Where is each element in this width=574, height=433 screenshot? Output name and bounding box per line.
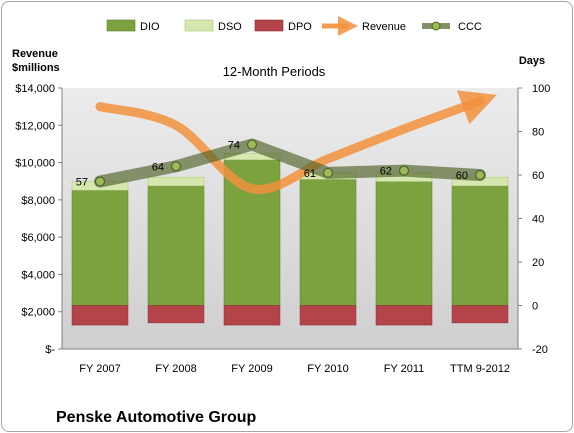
legend-ccc-marker	[431, 21, 441, 31]
right-tick-label: 100	[532, 83, 550, 95]
ccc-line	[94, 138, 486, 188]
left-tick-label: $10,000	[15, 158, 55, 170]
left-tick-label: $14,000	[15, 83, 55, 95]
legend-label-revenue: Revenue	[362, 21, 406, 33]
ccc-data-label: 62	[380, 166, 392, 178]
right-tick-label: 0	[532, 301, 538, 313]
ccc-point	[398, 165, 410, 176]
dio-bar	[71, 189, 129, 306]
company-name: Penske Automotive Group	[56, 409, 257, 426]
x-tick-label: FY 2011	[384, 363, 425, 375]
left-tick-label: $2,000	[21, 307, 55, 319]
dso-bar	[147, 176, 205, 187]
dio-bar	[375, 181, 433, 306]
ccc-point	[170, 161, 182, 172]
right-tick-label: 40	[532, 214, 544, 226]
chart-subtitle: 12-Month Periods	[223, 64, 326, 79]
left-tick-label: $6,000	[21, 232, 55, 244]
x-tick-label: FY 2008	[155, 363, 196, 375]
ccc-point	[94, 176, 106, 187]
x-tick-label: FY 2009	[231, 363, 272, 375]
x-tick-label: FY 2010	[307, 363, 348, 375]
legend-label-dio: DIO	[140, 21, 160, 33]
axes: $- $2,000 $4,000 $6,000 $8,000 $10,000 $12,000…	[15, 83, 550, 375]
left-axis-title-line-2: $millions	[12, 62, 60, 74]
right-tick-label: 20	[532, 257, 544, 269]
ccc-data-label: 74	[228, 140, 240, 152]
legend: DIO DSO DPO Revenue CCC	[106, 16, 482, 36]
dpo-bar	[71, 305, 129, 326]
legend-label-ccc: CCC	[458, 21, 482, 33]
left-tick-label: $4,000	[21, 269, 55, 281]
ccc-data-label: 64	[152, 161, 164, 173]
dpo-bar	[299, 305, 357, 326]
legend-swatch-dso	[184, 19, 214, 32]
left-axis-title-line-1: Revenue	[12, 48, 58, 60]
right-axis-title: Days	[519, 55, 545, 67]
lines: 57 64 74 61 62 60	[76, 90, 497, 194]
dpo-bar	[451, 305, 509, 324]
x-tick-label: TTM 9-2012	[450, 363, 510, 375]
legend-label-dso: DSO	[218, 21, 242, 33]
dio-bar	[299, 179, 357, 306]
ccc-data-label: 57	[76, 177, 88, 189]
dpo-bar	[375, 305, 433, 326]
plot-area	[62, 88, 518, 349]
dio-bar	[451, 185, 509, 306]
dio-bar	[147, 185, 205, 306]
legend-label-dpo: DPO	[288, 21, 312, 33]
left-tick-label: $12,000	[15, 120, 55, 132]
ccc-point	[474, 169, 486, 181]
right-tick-label: -20	[532, 344, 548, 356]
left-tick-label: $8,000	[21, 195, 55, 207]
x-tick-label: FY 2007	[79, 363, 120, 375]
right-tick-label: 60	[532, 170, 544, 182]
ccc-data-label: 60	[456, 170, 468, 182]
dpo-bar	[223, 305, 281, 326]
dpo-bar	[147, 305, 205, 324]
left-tick-label: $-	[45, 344, 55, 356]
bars	[71, 153, 509, 326]
ccc-point	[246, 139, 258, 150]
right-tick-label: 80	[532, 127, 544, 139]
ccc-data-label: 61	[304, 168, 316, 180]
revenue-line	[95, 90, 497, 194]
legend-swatch-dpo	[254, 19, 284, 32]
ccc-point	[322, 167, 334, 178]
legend-swatch-dio	[106, 19, 136, 32]
